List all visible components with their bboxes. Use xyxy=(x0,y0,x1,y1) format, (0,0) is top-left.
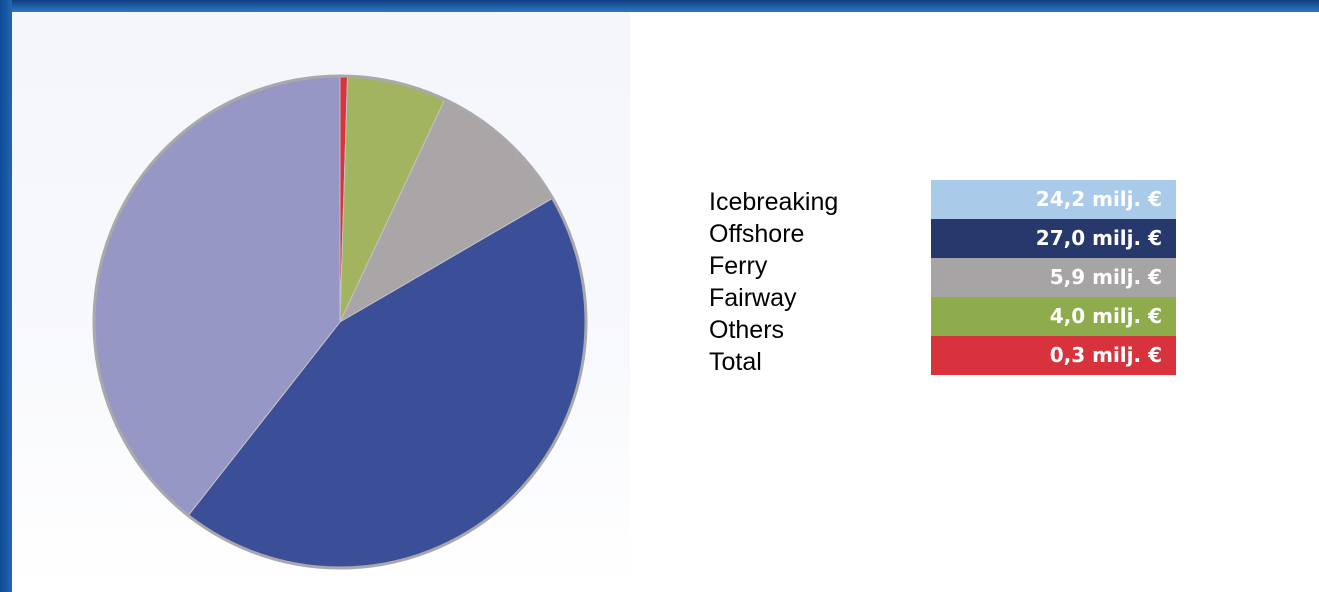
left-border xyxy=(0,0,12,592)
legend-value-boxes: 24,2 milj. € 27,0 milj. € 5,9 milj. € 4,… xyxy=(931,180,1176,375)
legend-label-icebreaking: Icebreaking xyxy=(709,188,839,216)
legend-label-offshore: Offshore xyxy=(709,220,805,248)
legend-label-ferry: Ferry xyxy=(709,252,768,280)
legend-label-fairway: Fairway xyxy=(709,284,797,312)
value-box-ferry: 5,9 milj. € xyxy=(931,258,1176,297)
value-box-icebreaking: 24,2 milj. € xyxy=(931,180,1176,219)
value-box-fairway: 4,0 milj. € xyxy=(931,297,1176,336)
pie-chart xyxy=(92,74,588,570)
legend-label-others: Others xyxy=(709,316,785,344)
legend-labels: Icebreaking Offshore Ferry Fairway Other… xyxy=(709,186,909,378)
value-box-others: 0,3 milj. € xyxy=(931,336,1176,375)
legend-label-total: Total xyxy=(709,348,762,376)
value-box-offshore: 27,0 milj. € xyxy=(931,219,1176,258)
